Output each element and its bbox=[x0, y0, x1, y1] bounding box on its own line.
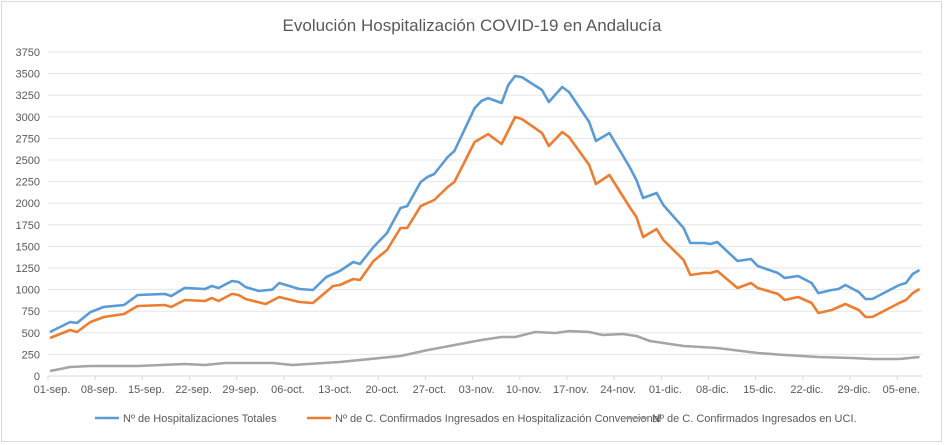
legend-item: Nº de C. Confirmados Ingresados en Hospi… bbox=[307, 413, 661, 425]
x-axis: 01-sep. 08-sep. 15-sep. 22-sep. 29-sep. 06-oc… bbox=[34, 376, 920, 396]
y-tick-label: 3500 bbox=[16, 69, 40, 81]
x-tick-label: 27-oct. bbox=[413, 384, 447, 396]
legend-item: Nº de Hospitalizaciones Totales bbox=[95, 413, 277, 425]
legend-label: Nº de Hospitalizaciones Totales bbox=[123, 413, 277, 425]
x-tick-label: 10-nov. bbox=[506, 384, 542, 396]
series-line bbox=[49, 115, 921, 340]
legend-label: Nº de C. Confirmados Ingresados en UCI. bbox=[652, 413, 857, 425]
x-tick-label: 01-dic. bbox=[649, 384, 682, 396]
y-tick-label: 3750 bbox=[16, 47, 40, 59]
y-tick-label: 3250 bbox=[16, 90, 40, 102]
x-tick-label: 29-sep. bbox=[222, 384, 259, 396]
x-tick-label: 06-oct. bbox=[271, 384, 305, 396]
y-tick-label: 750 bbox=[22, 306, 40, 318]
x-tick-label: 29-dic. bbox=[838, 384, 871, 396]
series-line bbox=[49, 329, 920, 373]
x-tick-label: 01-sep. bbox=[34, 384, 71, 396]
y-tick-label: 1000 bbox=[16, 285, 40, 297]
x-tick-label: 08-sep. bbox=[81, 384, 118, 396]
x-tick-label: 22-sep. bbox=[175, 384, 212, 396]
y-tick-label: 3000 bbox=[16, 112, 40, 124]
series-line bbox=[49, 74, 921, 334]
x-tick-label: 08-dic. bbox=[696, 384, 729, 396]
y-tick-label: 2250 bbox=[16, 177, 40, 189]
x-tick-label: 03-nov. bbox=[459, 384, 495, 396]
y-tick-label: 1500 bbox=[16, 241, 40, 253]
x-tick-label: 15-dic. bbox=[743, 384, 776, 396]
legend: Nº de Hospitalizaciones Totales Nº de C. … bbox=[95, 413, 857, 425]
x-tick-label: 20-oct. bbox=[365, 384, 399, 396]
legend-label: Nº de C. Confirmados Ingresados en Hospi… bbox=[335, 413, 661, 425]
y-tick-label: 2000 bbox=[16, 198, 40, 210]
series-lines bbox=[49, 74, 921, 373]
x-tick-label: 13-oct. bbox=[318, 384, 352, 396]
x-tick-label: 24-nov. bbox=[600, 384, 636, 396]
y-tick-label: 2500 bbox=[16, 155, 40, 167]
y-tick-label: 1750 bbox=[16, 220, 40, 232]
y-tick-label: 0 bbox=[34, 371, 40, 383]
x-tick-label: 22-dic. bbox=[790, 384, 823, 396]
y-tick-label: 250 bbox=[22, 349, 40, 361]
y-tick-label: 2750 bbox=[16, 133, 40, 145]
x-tick-label: 05-ene. bbox=[883, 384, 920, 396]
y-tick-label: 500 bbox=[22, 328, 40, 340]
x-tick-label: 17-nov. bbox=[553, 384, 589, 396]
legend-item: Nº de C. Confirmados Ingresados en UCI. bbox=[624, 413, 857, 425]
chart-title: Evolución Hospitalización COVID-19 en An… bbox=[283, 16, 662, 35]
y-tick-label: 1250 bbox=[16, 263, 40, 275]
y-axis: 0 250 500 750 1000 1250 1500 1750 2000 2250 2500 27… bbox=[16, 47, 40, 383]
x-tick-label: 15-sep. bbox=[128, 384, 165, 396]
